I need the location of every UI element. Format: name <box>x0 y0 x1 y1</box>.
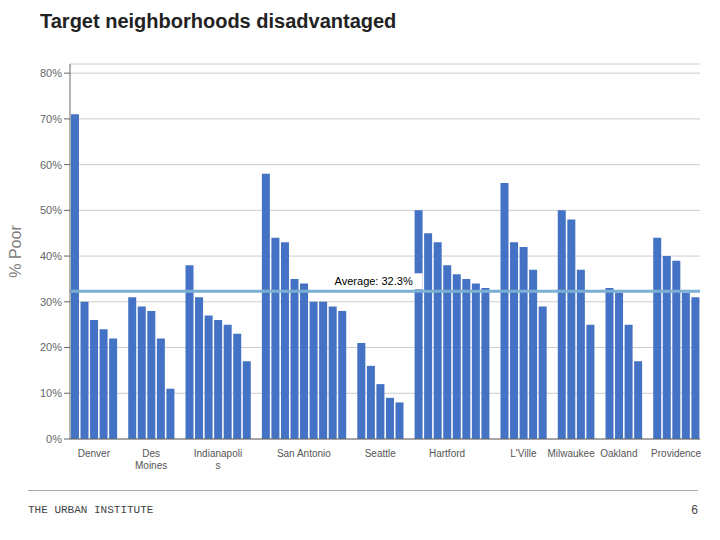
svg-text:50%: 50% <box>40 204 62 216</box>
svg-text:30%: 30% <box>40 296 62 308</box>
svg-text:Seattle: Seattle <box>365 448 397 459</box>
html-text:6: 6 <box>691 503 698 517</box>
html-text:THE URBAN INSTITUTE: THE URBAN INSTITUTE <box>28 504 154 516</box>
svg-text:Oakland: Oakland <box>600 448 637 459</box>
svg-text:Hartford: Hartford <box>429 448 465 459</box>
svg-text:Average: 32.3%: Average: 32.3% <box>335 275 413 287</box>
svg-text:Milwaukee: Milwaukee <box>548 448 596 459</box>
svg-text:80%: 80% <box>40 67 62 79</box>
svg-text:DesMoines: DesMoines <box>135 448 167 471</box>
svg-text:Indianapolis: Indianapolis <box>194 448 242 471</box>
svg-text:% Poor: % Poor <box>8 225 24 278</box>
svg-text:Providence: Providence <box>651 448 701 459</box>
svg-text:60%: 60% <box>40 159 62 171</box>
svg-text:40%: 40% <box>40 250 62 262</box>
html-text:Target neighborhoods disadvant: Target neighborhoods disadvantaged <box>40 10 397 32</box>
svg-text:10%: 10% <box>40 387 62 399</box>
svg-text:San Antonio: San Antonio <box>277 448 331 459</box>
svg-text:20%: 20% <box>40 341 62 353</box>
svg-text:0%: 0% <box>46 433 62 445</box>
svg-text:70%: 70% <box>40 113 62 125</box>
svg-text:L'Ville: L'Ville <box>510 448 537 459</box>
svg-text:Denver: Denver <box>78 448 111 459</box>
